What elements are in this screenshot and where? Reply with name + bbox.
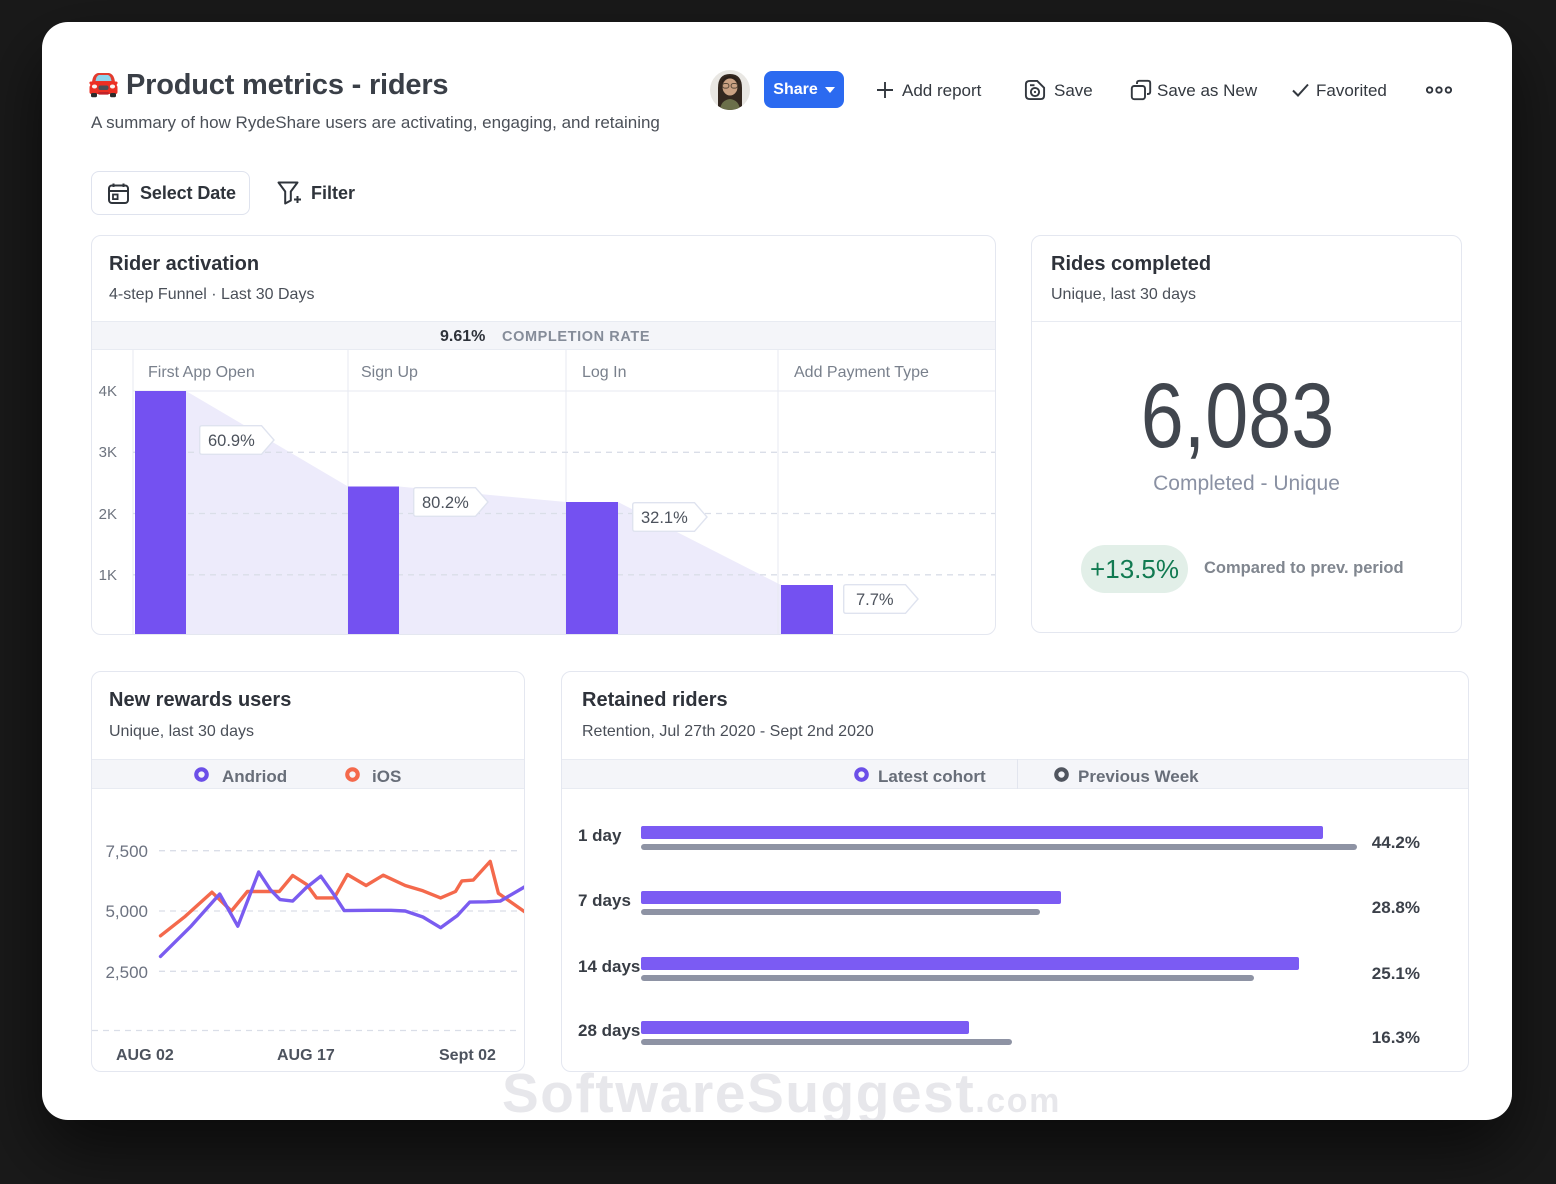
svg-text:7.7%: 7.7% — [856, 591, 894, 609]
svg-text:80.2%: 80.2% — [422, 494, 469, 512]
svg-text:32.1%: 32.1% — [641, 509, 688, 527]
svg-text:60.9%: 60.9% — [208, 432, 255, 450]
